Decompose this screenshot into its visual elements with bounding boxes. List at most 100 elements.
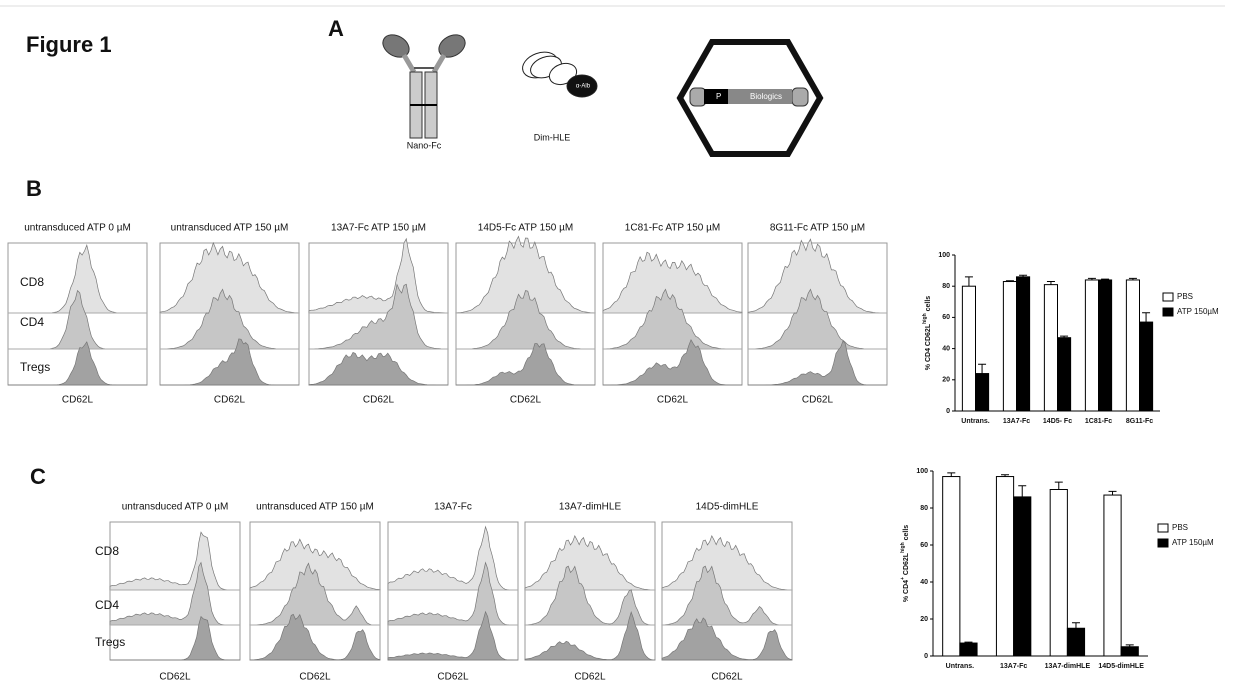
row-label: CD4 xyxy=(20,315,44,329)
bar xyxy=(1103,494,1122,657)
y-tick-label: 60 xyxy=(920,542,928,549)
y-tick-label: 100 xyxy=(938,252,950,259)
y-axis-label-part: cells xyxy=(925,296,932,314)
bar xyxy=(942,476,961,657)
histogram-curve xyxy=(524,534,656,591)
histogram-curve xyxy=(387,561,518,626)
error-bar xyxy=(1128,277,1137,280)
bar xyxy=(961,285,977,412)
histogram-title: 1C81-Fc ATP 150 µM xyxy=(625,223,720,234)
error-bar xyxy=(964,641,973,644)
histogram-curve xyxy=(455,235,596,314)
histogram-curve xyxy=(747,288,887,350)
histogram-curve xyxy=(159,241,300,314)
error-bar xyxy=(1046,281,1055,285)
y-tick-label: 0 xyxy=(924,653,928,660)
legend-swatch xyxy=(1157,523,1169,533)
x-tick-label: Untrans. xyxy=(961,418,989,425)
histogram-curve xyxy=(308,352,448,386)
error-bar xyxy=(1054,481,1063,490)
row-label: CD8 xyxy=(95,544,119,558)
histogram-title: untransduced ATP 150 µM xyxy=(256,502,374,513)
error-bar xyxy=(1108,490,1117,496)
histogram-curve xyxy=(602,251,743,314)
bar xyxy=(1084,279,1100,412)
error-bar xyxy=(947,472,956,477)
x-tick-label: 14D5- Fc xyxy=(1043,418,1072,425)
vector-label: P xyxy=(716,92,721,101)
bar xyxy=(1098,279,1113,412)
histogram-title: 13A7-Fc xyxy=(434,502,472,513)
histogram-title: untransduced ATP 0 µM xyxy=(24,223,131,234)
bar xyxy=(1057,337,1072,412)
histogram-curve xyxy=(748,340,887,386)
histogram-curve xyxy=(456,343,595,386)
histogram-curve xyxy=(661,565,792,626)
histogram-title: untransduced ATP 0 µM xyxy=(122,502,229,513)
x-axis-label: CD62L xyxy=(657,395,689,406)
bar xyxy=(1125,279,1141,412)
x-tick-label: 13A7-Fc xyxy=(1000,663,1027,670)
histogram-curve xyxy=(524,610,656,661)
histogram-curve xyxy=(110,615,240,661)
histogram-curve xyxy=(160,338,299,386)
legend-label: PBS xyxy=(1172,523,1188,532)
histogram-curve xyxy=(308,283,449,350)
error-bar xyxy=(1019,274,1028,277)
x-tick-label: 1C81-Fc xyxy=(1085,418,1112,425)
x-tick-label: 13A7-dimHLE xyxy=(1045,663,1091,670)
y-tick-label: 80 xyxy=(942,283,950,290)
y-tick-label: 0 xyxy=(946,408,950,415)
y-axis-label: % CD4 CD62Lhigh cells xyxy=(922,296,932,370)
y-axis-label-part: cells xyxy=(903,525,910,543)
error-bar xyxy=(1071,622,1080,629)
histogram-curve xyxy=(249,538,381,591)
bar xyxy=(1002,281,1018,412)
x-axis-label: CD62L xyxy=(299,672,331,683)
x-axis-label: CD62L xyxy=(802,395,834,406)
histogram-title: 13A7-Fc ATP 150 µM xyxy=(331,223,426,234)
row-label: CD8 xyxy=(20,275,44,289)
error-bar xyxy=(1060,335,1069,338)
y-tick-label: 20 xyxy=(920,616,928,623)
x-tick-label: 8G11-Fc xyxy=(1126,418,1153,425)
histogram-curve xyxy=(308,237,449,314)
y-tick-label: 40 xyxy=(920,579,928,586)
legend-label: ATP 150µM xyxy=(1172,538,1214,547)
histogram-frame xyxy=(109,521,241,661)
y-axis-label-part: + xyxy=(900,577,906,580)
dim-hle-icon xyxy=(522,51,598,98)
x-axis-label: CD62L xyxy=(62,395,94,406)
histogram-curve xyxy=(747,238,888,314)
histogram-curve xyxy=(661,617,793,661)
legend-swatch xyxy=(1157,538,1169,548)
y-axis-label-part: high xyxy=(922,313,928,324)
row-label: CD4 xyxy=(95,598,119,612)
row-label: Tregs xyxy=(95,635,125,649)
bar xyxy=(1066,627,1086,657)
y-tick-label: 100 xyxy=(916,468,928,475)
histogram-title: untransduced ATP 150 µM xyxy=(171,223,289,234)
histogram-curve xyxy=(249,613,381,661)
figure-title: Figure 1 xyxy=(26,32,112,57)
row-label: Tregs xyxy=(20,360,50,374)
x-tick-label: Untrans. xyxy=(946,663,974,670)
x-tick-label: 13A7-Fc xyxy=(1003,418,1030,425)
error-bar xyxy=(1005,280,1014,282)
error-bar xyxy=(1001,474,1010,477)
y-axis-label: % CD4+ CD62Lhigh cells xyxy=(900,525,910,602)
icon-label: Dim-HLE xyxy=(534,132,571,142)
x-tick-label: 14D5-dimHLE xyxy=(1098,663,1144,670)
x-axis-label: CD62L xyxy=(159,672,191,683)
error-bar xyxy=(1101,278,1110,280)
error-bar xyxy=(1125,644,1134,647)
icon-label: Nano-Fc xyxy=(407,140,442,150)
histogram-curve xyxy=(524,565,655,626)
histogram-curve xyxy=(661,534,793,591)
y-tick-label: 60 xyxy=(942,314,950,321)
y-axis-label-part: CD62L xyxy=(903,552,910,577)
bar xyxy=(1049,489,1068,657)
histogram-curve xyxy=(603,338,742,386)
panel-label: C xyxy=(30,464,46,489)
vector-label: Biologics xyxy=(750,92,782,101)
